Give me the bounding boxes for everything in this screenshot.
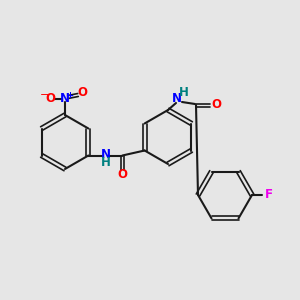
Text: +: + [67,91,73,100]
Text: N: N [60,92,70,106]
Text: H: H [179,86,189,100]
Text: F: F [265,188,273,202]
Text: O: O [77,86,87,100]
Text: H: H [100,156,110,169]
Text: O: O [211,98,221,112]
Text: −: − [40,90,50,100]
Text: O: O [117,168,128,181]
Text: O: O [45,92,55,106]
Text: N: N [172,92,182,106]
Text: N: N [100,148,110,161]
